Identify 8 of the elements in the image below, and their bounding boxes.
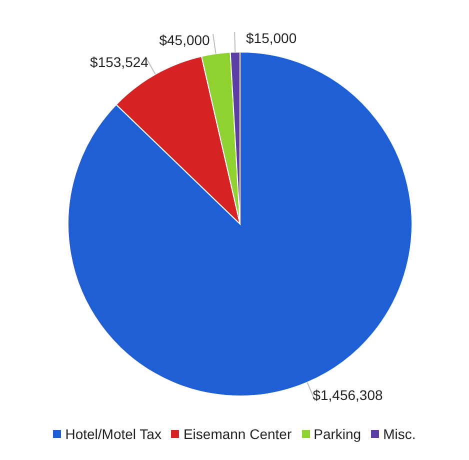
data-label: $45,000: [159, 32, 210, 48]
data-label: $15,000: [246, 30, 297, 46]
legend-label: Parking: [312, 426, 362, 442]
legend-label: Hotel/Motel Tax: [64, 426, 162, 442]
data-label: $1,456,308: [312, 387, 384, 404]
legend-label: Eisemann Center: [182, 426, 292, 442]
data-label: $153,524: [90, 54, 149, 70]
legend-label: Misc.: [382, 426, 416, 442]
